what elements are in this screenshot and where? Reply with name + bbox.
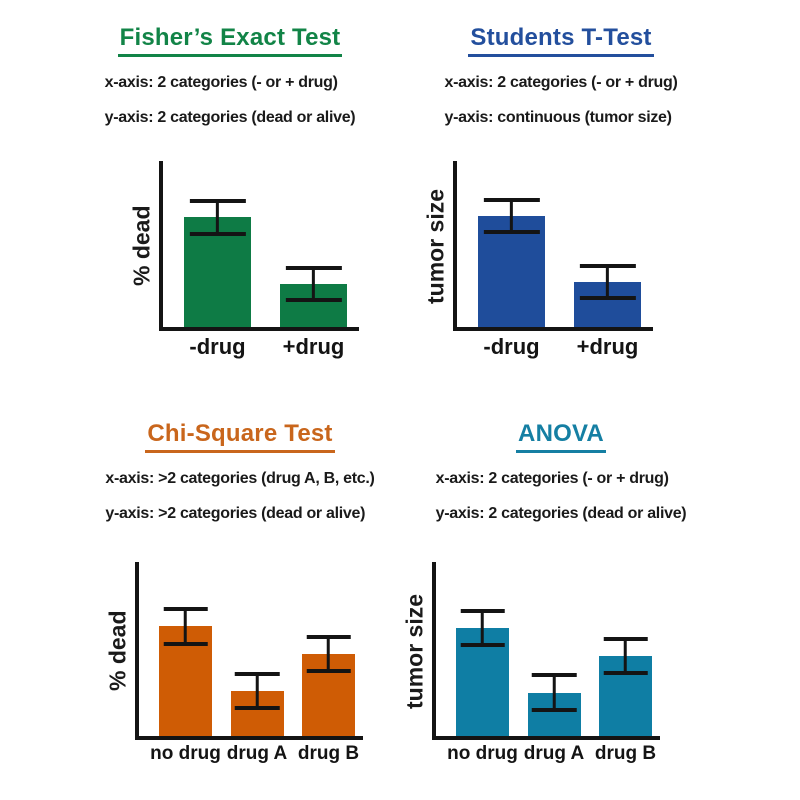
plot-area bbox=[135, 562, 363, 740]
x-tick-label: no drug bbox=[447, 743, 518, 764]
y-axis-label: % dead bbox=[128, 205, 155, 287]
error-bar-stem bbox=[255, 671, 259, 710]
x-tick-label: -drug bbox=[189, 334, 246, 359]
panel-title: ANOVA bbox=[402, 420, 720, 453]
plot-wrapper: no drug drug A drug B bbox=[135, 562, 363, 765]
panel-descriptions: x-axis: 2 categories (- or + drug) y-axi… bbox=[436, 469, 687, 539]
x-axis-labels: -drug +drug bbox=[453, 334, 653, 360]
panel-header-anova: ANOVA x-axis: 2 categories (- or + drug)… bbox=[402, 420, 720, 539]
bar-slot bbox=[599, 562, 652, 736]
plot-area bbox=[453, 161, 653, 331]
x-axis-note: x-axis: 2 categories (- or + drug) bbox=[435, 470, 669, 487]
bar-slot bbox=[302, 562, 355, 736]
panel-title-text: Chi-Square Test bbox=[145, 420, 335, 453]
error-bar-stem bbox=[215, 199, 219, 236]
bar-slot bbox=[574, 161, 641, 327]
bar--drug bbox=[478, 215, 545, 327]
plot-wrapper: -drug +drug bbox=[453, 161, 653, 360]
y-axis-note: y-axis: continuous (tumor size) bbox=[444, 109, 672, 126]
x-axis-note: x-axis: >2 categories (drug A, B, etc.) bbox=[105, 470, 375, 487]
error-bar-stem bbox=[605, 263, 609, 301]
plot-area bbox=[159, 161, 359, 331]
x-tick-label: drug B bbox=[297, 743, 360, 764]
panel-title-text: Students T-Test bbox=[468, 24, 654, 57]
error-bar-stem bbox=[552, 673, 556, 712]
panel-descriptions: x-axis: 2 categories (- or + drug) y-axi… bbox=[445, 73, 678, 143]
y-axis-note: y-axis: >2 categories (dead or alive) bbox=[105, 505, 366, 522]
x-tick-label: drug B bbox=[594, 743, 657, 764]
x-axis-labels: no drug drug A drug B bbox=[135, 743, 363, 765]
bar-slot bbox=[527, 562, 581, 736]
x-tick-label: drug A bbox=[226, 743, 288, 764]
error-bar bbox=[163, 607, 208, 646]
error-bar-stem bbox=[183, 607, 187, 646]
x-tick-label: +drug bbox=[282, 334, 345, 359]
x-tick-label: no drug bbox=[150, 743, 221, 764]
panel-title-text: ANOVA bbox=[516, 420, 606, 453]
error-bar bbox=[483, 197, 540, 235]
x-axis-note: x-axis: 2 categories (- or + drug) bbox=[444, 74, 678, 91]
x-axis-labels: -drug +drug bbox=[159, 334, 359, 360]
error-bar bbox=[234, 671, 280, 711]
error-bar bbox=[306, 635, 351, 674]
error-bar bbox=[531, 673, 577, 712]
x-tick-label: +drug bbox=[576, 334, 639, 359]
bar-slot bbox=[280, 161, 347, 327]
y-axis-label: tumor size bbox=[422, 188, 449, 304]
bar-slot bbox=[230, 562, 284, 736]
bar-slot bbox=[184, 161, 251, 327]
error-bar bbox=[603, 636, 648, 676]
panel-title: Chi-Square Test bbox=[78, 420, 402, 453]
panel-header-chi-square-test: Chi-Square Test x-axis: >2 categories (d… bbox=[78, 420, 402, 539]
plot-area bbox=[432, 562, 660, 740]
panel-header-students-t-test: Students T-Test x-axis: 2 categories (- … bbox=[402, 24, 720, 143]
error-bar-stem bbox=[480, 609, 484, 648]
error-bar-stem bbox=[509, 197, 513, 235]
chart-chi-square-test: % dead no drug drug A drug B bbox=[101, 562, 363, 765]
y-axis-note: y-axis: 2 categories (dead or alive) bbox=[104, 109, 356, 126]
x-tick-label: drug A bbox=[523, 743, 585, 764]
error-bar-stem bbox=[311, 265, 315, 303]
error-bar-stem bbox=[326, 635, 330, 674]
panel-title: Students T-Test bbox=[402, 24, 720, 57]
panel-header-fishers-exact-test: Fisher’s Exact Test x-axis: 2 categories… bbox=[70, 24, 390, 143]
plot-wrapper: no drug drug A drug B bbox=[432, 562, 660, 765]
panel-title-text: Fisher’s Exact Test bbox=[117, 24, 343, 57]
panel-title: Fisher’s Exact Test bbox=[70, 24, 390, 57]
error-bar bbox=[285, 265, 342, 303]
chart-students-t-test: tumor size -drug +drug bbox=[419, 161, 653, 360]
error-bar-stem bbox=[623, 636, 627, 676]
error-bar bbox=[189, 199, 246, 236]
bar-slot bbox=[456, 562, 509, 736]
plot-wrapper: -drug +drug bbox=[159, 161, 359, 360]
y-axis-label: tumor size bbox=[401, 593, 428, 709]
y-axis-label: % dead bbox=[104, 610, 131, 692]
x-axis-labels: no drug drug A drug B bbox=[432, 743, 660, 765]
bar--drug bbox=[184, 217, 251, 327]
chart-anova: tumor size no drug drug A drug B bbox=[398, 562, 660, 765]
error-bar bbox=[460, 609, 505, 648]
bar-slot bbox=[478, 161, 545, 327]
x-axis-note: x-axis: 2 categories (- or + drug) bbox=[104, 74, 338, 91]
x-tick-label: -drug bbox=[483, 334, 540, 359]
panel-descriptions: x-axis: 2 categories (- or + drug) y-axi… bbox=[105, 73, 356, 143]
bar-slot bbox=[159, 562, 212, 736]
error-bar bbox=[579, 263, 636, 301]
chart-fishers-exact-test: % dead -drug +drug bbox=[125, 161, 359, 360]
panel-descriptions: x-axis: >2 categories (drug A, B, etc.) … bbox=[105, 469, 374, 539]
y-axis-note: y-axis: 2 categories (dead or alive) bbox=[435, 505, 687, 522]
